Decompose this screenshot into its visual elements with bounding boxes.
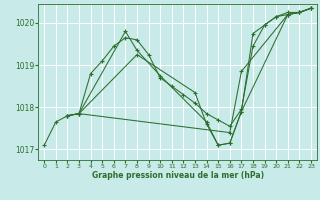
X-axis label: Graphe pression niveau de la mer (hPa): Graphe pression niveau de la mer (hPa) (92, 171, 264, 180)
